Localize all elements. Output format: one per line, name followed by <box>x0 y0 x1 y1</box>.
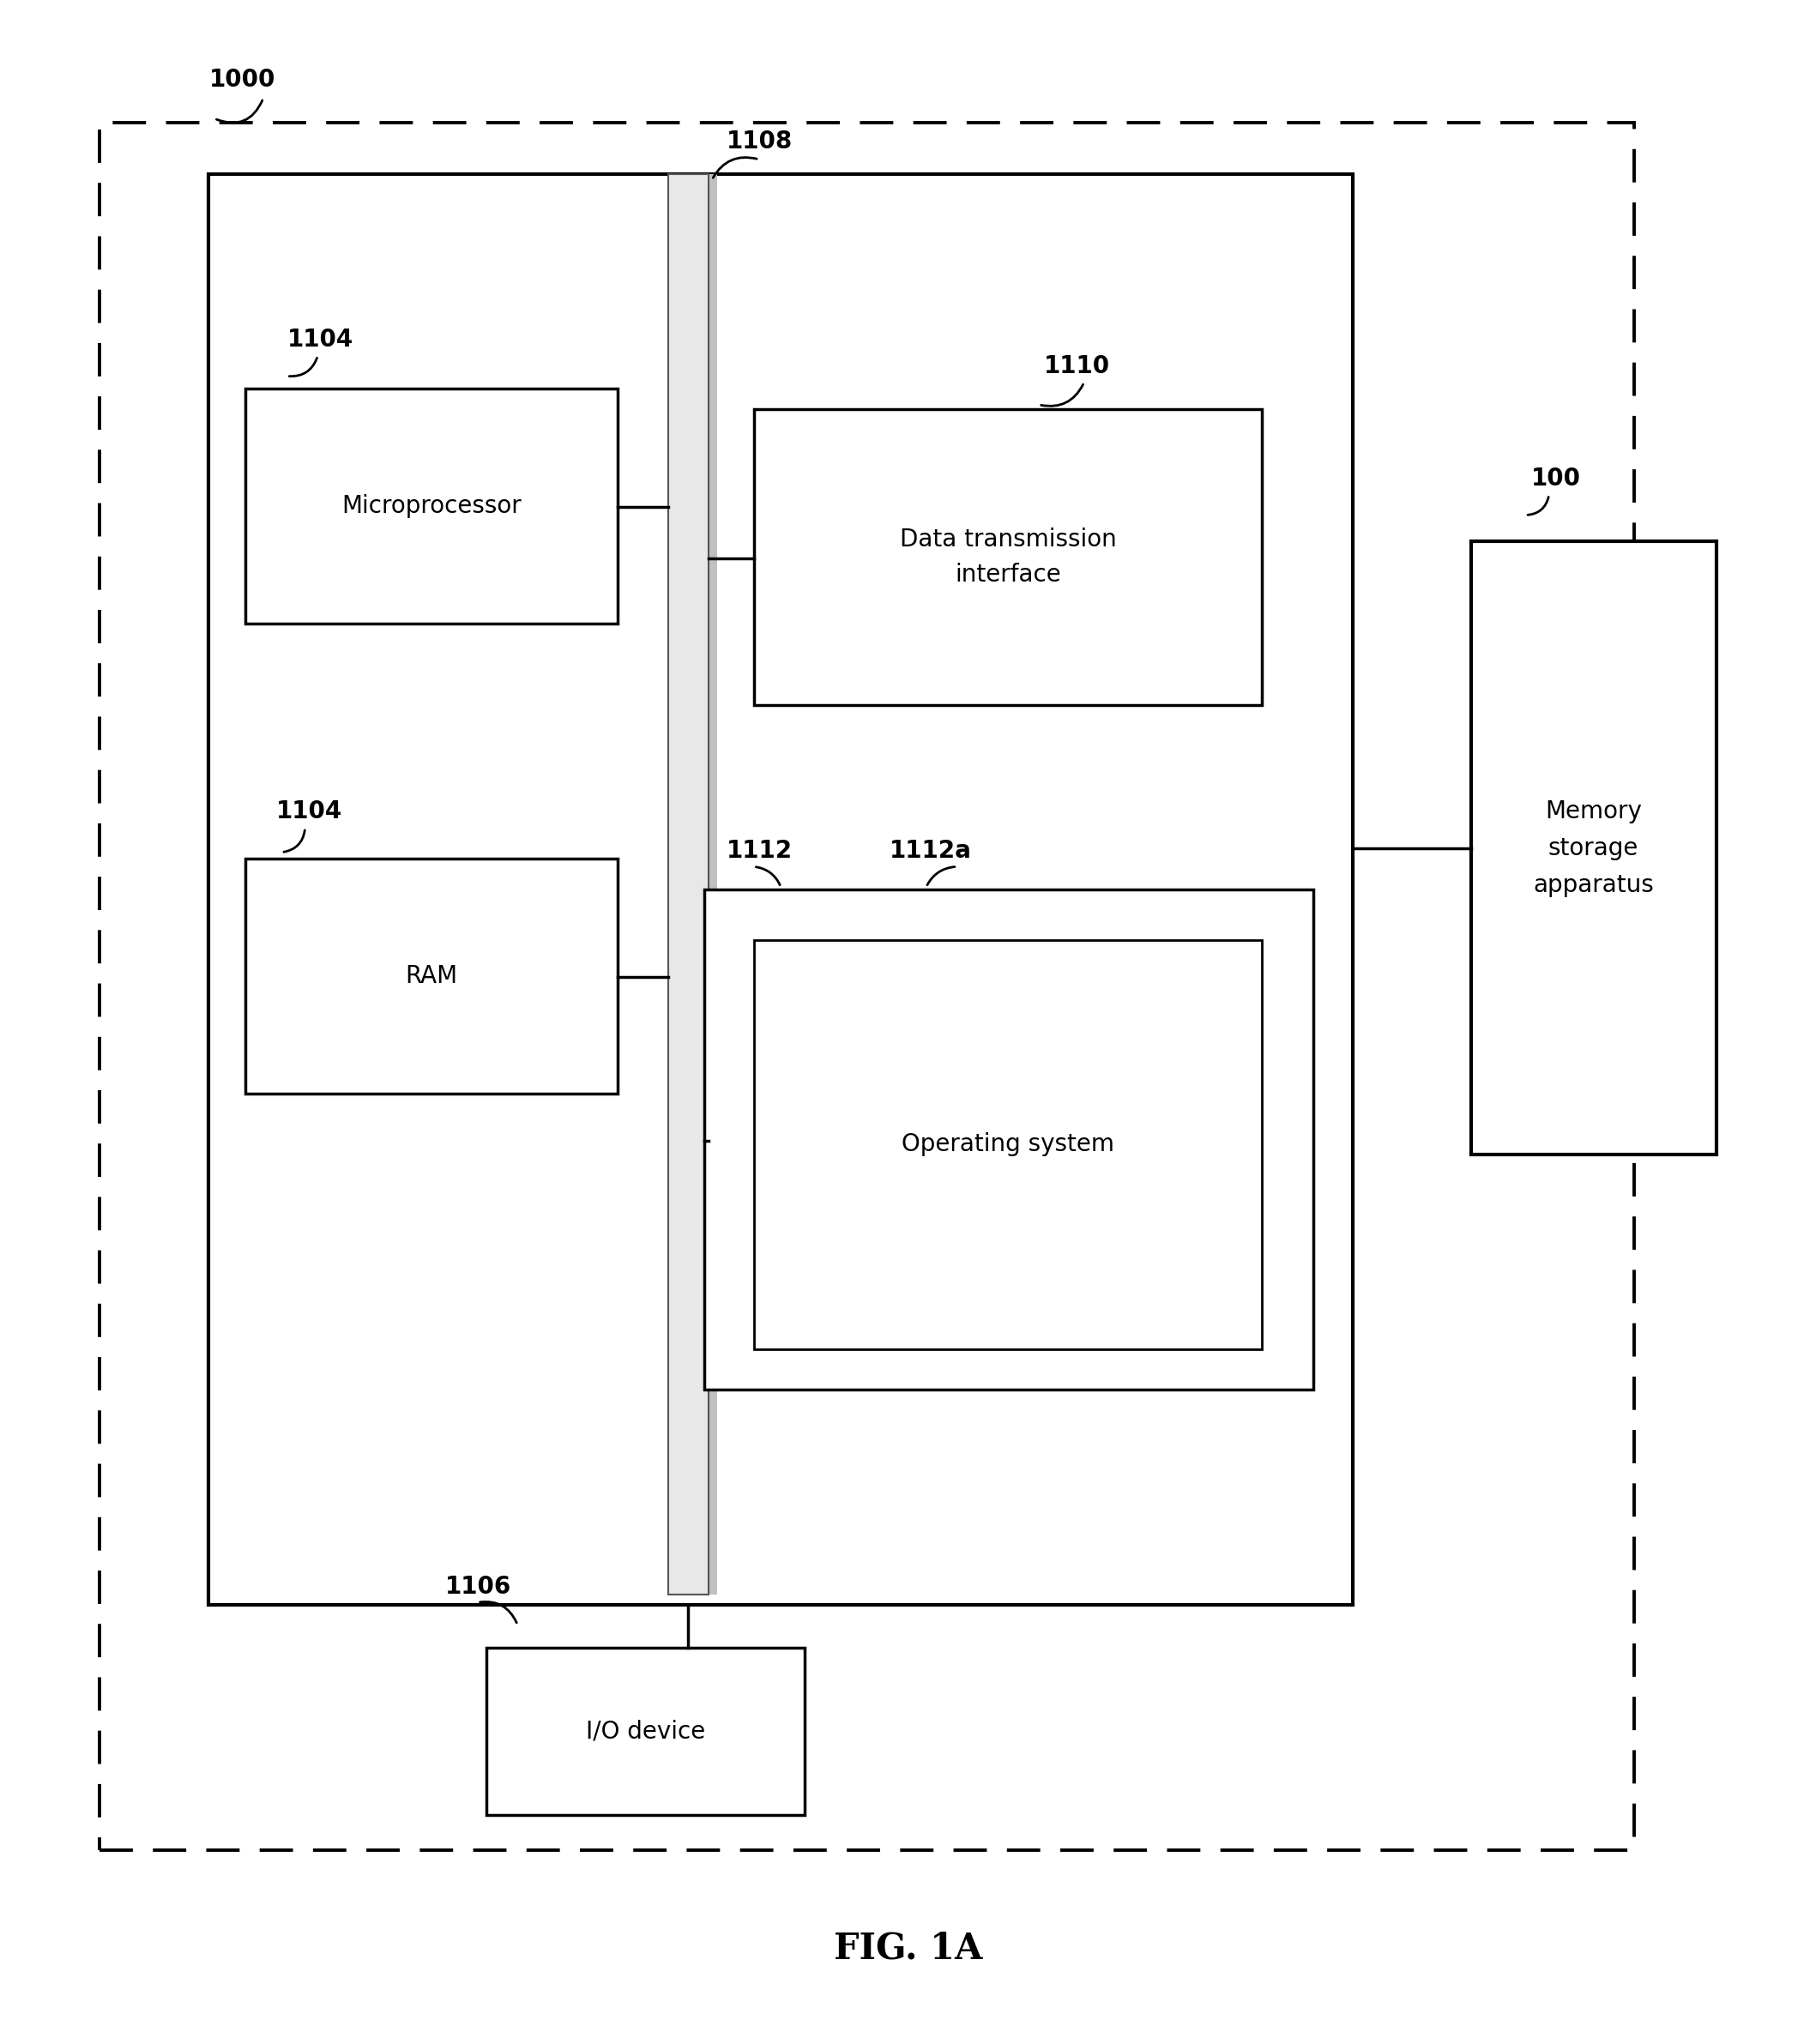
Bar <box>754 940 1262 1349</box>
Text: I/O device: I/O device <box>587 1719 705 1744</box>
Text: 1000: 1000 <box>209 67 276 92</box>
Text: 1104: 1104 <box>276 799 341 824</box>
Text: 100: 100 <box>1531 466 1580 491</box>
Text: RAM: RAM <box>405 965 458 987</box>
Bar <box>487 1647 804 1815</box>
Bar <box>209 174 1353 1605</box>
Text: Data transmission
interface: Data transmission interface <box>899 527 1117 587</box>
Text: Microprocessor: Microprocessor <box>341 495 521 517</box>
Text: 1108: 1108 <box>726 129 792 153</box>
Bar <box>1471 542 1716 1155</box>
Bar <box>754 409 1262 705</box>
Text: 1112a: 1112a <box>890 838 972 863</box>
Text: Operating system: Operating system <box>901 1132 1115 1157</box>
Bar <box>668 174 708 1594</box>
Bar <box>100 123 1634 1850</box>
Text: FIG. 1A: FIG. 1A <box>834 1930 982 1966</box>
Text: Memory
storage
apparatus: Memory storage apparatus <box>1533 799 1654 897</box>
Bar <box>677 174 717 1594</box>
Text: 1112: 1112 <box>726 838 792 863</box>
Text: 1104: 1104 <box>287 327 352 352</box>
Text: 1110: 1110 <box>1044 354 1110 378</box>
Bar <box>245 388 617 623</box>
Text: 1106: 1106 <box>445 1574 510 1598</box>
Bar <box>245 858 617 1094</box>
Bar <box>705 889 1313 1390</box>
